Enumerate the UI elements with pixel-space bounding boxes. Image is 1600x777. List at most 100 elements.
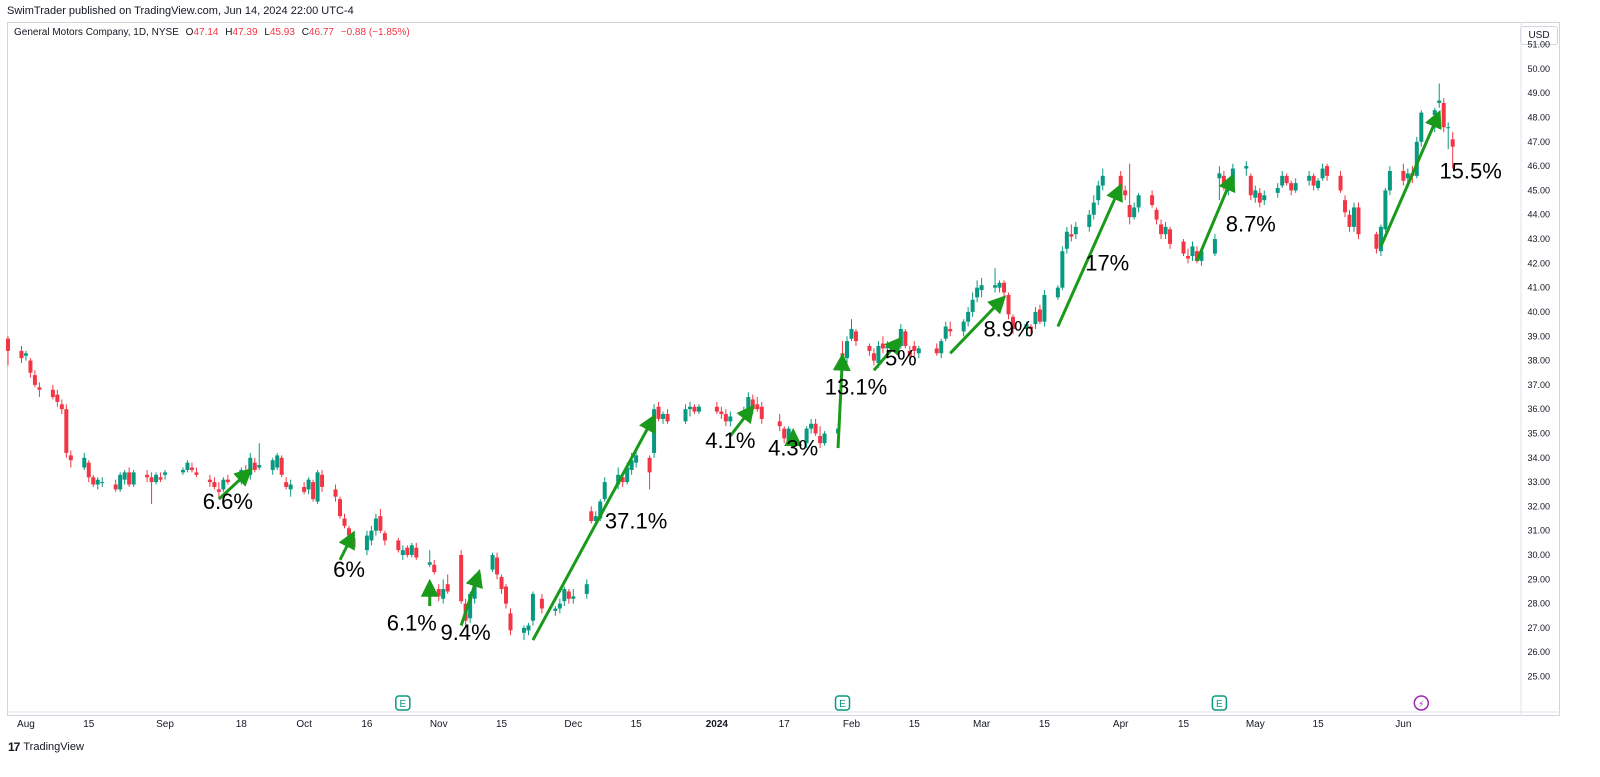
candle-body [934, 348, 939, 354]
candle-body [1383, 190, 1388, 230]
gain-label: 4.3% [768, 435, 818, 460]
gain-arrow [832, 352, 851, 449]
candle-body [539, 598, 544, 609]
candle-body [1401, 170, 1406, 181]
open-label: O [185, 27, 194, 38]
candle-body [1127, 205, 1132, 218]
candle-body [647, 457, 652, 473]
candle-body [445, 584, 450, 592]
x-tick-label: Oct [296, 719, 312, 730]
candle-body [1419, 112, 1424, 142]
gain-arrow [1379, 109, 1442, 247]
candle-body [302, 486, 307, 492]
y-tick-label: 49.00 [1527, 88, 1550, 98]
candle-body [1100, 175, 1105, 186]
candle-body [1123, 190, 1128, 196]
candle-body [122, 472, 127, 480]
x-tick-label: 15 [631, 719, 643, 730]
candle-body [629, 460, 634, 470]
candle-body [1262, 195, 1267, 201]
candle-body [1316, 180, 1321, 188]
change-value: −0.88 (−1.85%) [340, 27, 410, 38]
candle-body [189, 467, 194, 470]
candle-body [723, 414, 728, 422]
candle-body [750, 399, 755, 410]
chart-pane[interactable] [7, 22, 1560, 716]
candle-body [975, 287, 980, 298]
candle-body [382, 533, 387, 541]
gain-arrow [949, 295, 1007, 355]
candle-body [961, 321, 966, 332]
earnings-glyph: E [1216, 699, 1223, 710]
candle-body [396, 540, 401, 551]
candle-body [1006, 294, 1011, 315]
y-tick-label: 46.00 [1527, 161, 1550, 171]
candle-body [145, 474, 150, 478]
candle-body [755, 404, 760, 410]
candle-body [185, 462, 190, 470]
candle-body [1194, 251, 1199, 261]
x-tick-label: Nov [430, 719, 448, 730]
gain-label: 6.1% [387, 610, 437, 635]
candle-body [158, 477, 163, 480]
candle-body [91, 477, 96, 485]
candle-body [284, 482, 289, 487]
candle-body [1343, 200, 1348, 213]
candle-body [661, 414, 666, 419]
gain-label: 37.1% [605, 508, 667, 533]
dividend-icon [1413, 695, 1430, 711]
candle-body [598, 501, 603, 519]
gain-label: 6.6% [203, 489, 253, 514]
candle-body [1069, 234, 1074, 237]
footer-brand-text: TradingView [23, 741, 84, 753]
candle-body [822, 433, 827, 444]
candle-body [1374, 234, 1379, 249]
close-label: C [301, 27, 309, 38]
y-tick-label: 42.00 [1527, 258, 1550, 268]
candle-body [338, 499, 343, 517]
y-tick-label: 25.00 [1527, 672, 1550, 682]
candle-body [1199, 251, 1204, 261]
candle-body [50, 389, 55, 398]
earnings-icon [1211, 695, 1228, 711]
candle-body [1293, 183, 1298, 191]
y-tick-label: 31.00 [1527, 526, 1550, 536]
open-value: 47.14 [193, 27, 219, 38]
x-tick-label: Mar [973, 719, 991, 730]
candle-body [378, 516, 383, 531]
candle-body [1091, 202, 1096, 215]
candle-body [777, 421, 782, 427]
y-tick-label: 43.00 [1527, 234, 1550, 244]
candle-body [207, 479, 212, 483]
x-tick-label: 15 [1178, 719, 1190, 730]
gain-arrow [338, 530, 355, 561]
candle-body [993, 285, 998, 288]
candle-body [436, 589, 441, 597]
candle-body [28, 360, 33, 373]
gain-label: 4.1% [705, 428, 755, 453]
candle-body [23, 353, 28, 356]
candle-body [683, 409, 688, 422]
low-value: 45.93 [269, 27, 295, 38]
candle-body [131, 472, 136, 485]
candle-body [163, 472, 168, 475]
candle-body [113, 484, 118, 490]
candle-body [508, 613, 513, 631]
x-tick-label: Feb [843, 719, 861, 730]
candle-body [1311, 175, 1316, 186]
candle-body [1159, 224, 1164, 235]
candle-body [154, 474, 159, 483]
candle-body [127, 472, 132, 485]
y-tick-label: 28.00 [1527, 599, 1550, 609]
candle-body [495, 557, 500, 575]
candle-body [342, 518, 347, 526]
gain-arrow [459, 569, 483, 626]
candle-body [346, 528, 351, 536]
candle-body [804, 428, 809, 444]
earnings-icon [395, 695, 411, 711]
candle-body [1033, 311, 1038, 325]
candle-body [1002, 282, 1007, 293]
gain-label: 9.4% [441, 620, 491, 645]
candle-body [315, 472, 320, 502]
y-tick-label: 47.00 [1527, 137, 1550, 147]
